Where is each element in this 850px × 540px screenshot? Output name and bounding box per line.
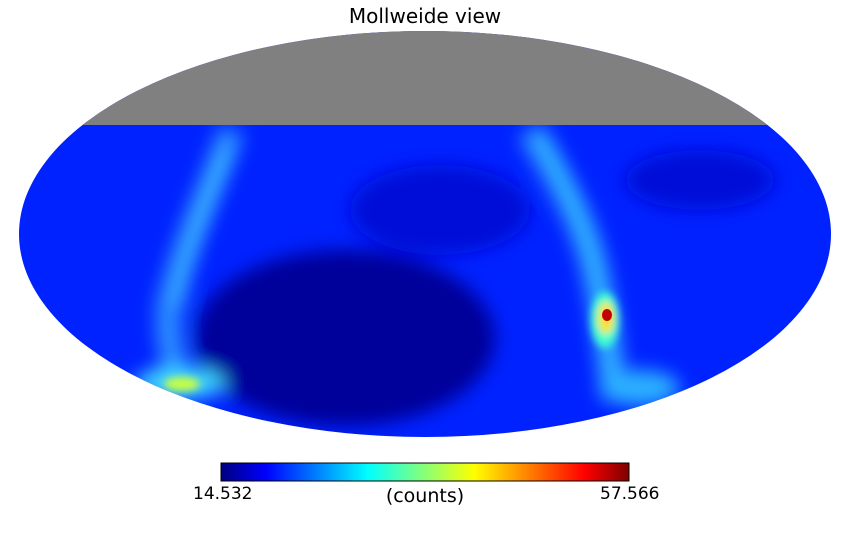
dark-region-center-upper bbox=[350, 165, 530, 255]
plot-title: Mollweide view bbox=[348, 4, 502, 28]
colorbar-gradient bbox=[220, 462, 630, 482]
bright-spot-bottom-left bbox=[164, 377, 200, 391]
colorbar-min-label: 14.532 bbox=[193, 484, 253, 504]
bright-source-right bbox=[602, 309, 612, 321]
dark-region-right-upper bbox=[625, 150, 775, 210]
masked-region bbox=[19, 31, 831, 125]
dark-hole-south bbox=[195, 250, 495, 426]
colorbar-unit-label: (counts) bbox=[385, 485, 465, 507]
colorbar-max-label: 57.566 bbox=[600, 484, 660, 504]
